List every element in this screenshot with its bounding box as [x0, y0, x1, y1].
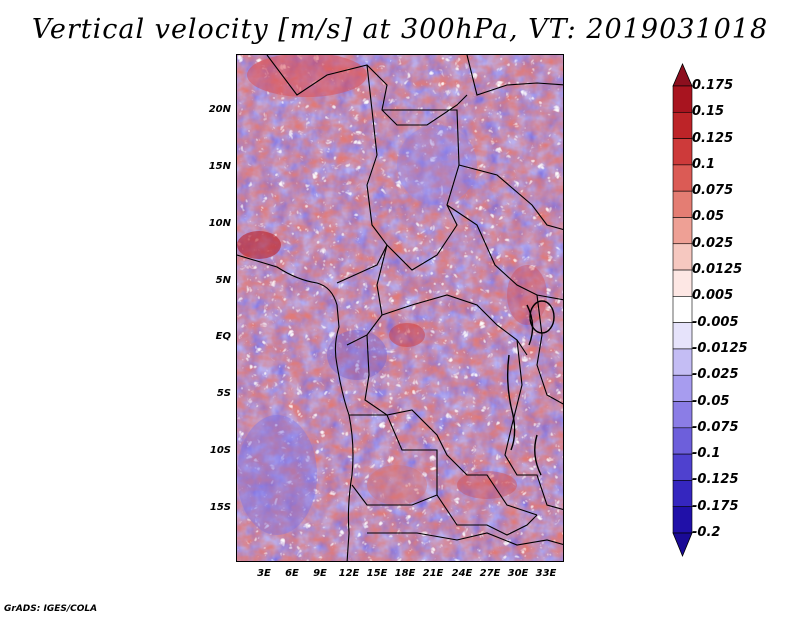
lon-label-3e: 3E: [257, 568, 271, 579]
colorbar-label: 0.175: [692, 78, 734, 93]
colorbar-label: 0.125: [692, 130, 734, 146]
map-title: Vertical velocity [m/s] at 300hPa, VT: 2…: [31, 14, 769, 45]
grads-credit: GrADS: IGES/COLA: [4, 604, 98, 614]
colorbar-segment: [672, 217, 693, 245]
lon-label-15e: 15E: [366, 568, 388, 579]
colorbar-segment: [672, 269, 693, 297]
lon-label-30e: 30E: [507, 568, 529, 579]
colorbar-label: 0.1: [692, 156, 716, 172]
lon-label-21e: 21E: [422, 568, 444, 579]
colorbar-bottom-arrow: [672, 532, 693, 558]
colorbar-segment: [672, 164, 693, 192]
colorbar: [672, 62, 693, 558]
colorbar-label: -0.2: [692, 525, 721, 540]
colorbar-label: -0.175: [692, 498, 739, 514]
lat-label-eq: EQ: [215, 331, 231, 342]
colorbar-label: -0.1: [692, 446, 721, 462]
colorbar-top-arrow: [672, 62, 693, 87]
colorbar-label: -0.05: [692, 393, 730, 409]
colorbar-segment: [672, 322, 693, 350]
colorbar-label: -0.125: [692, 472, 739, 488]
lon-label-12e: 12E: [338, 568, 360, 579]
lat-label-5n: 5N: [215, 275, 231, 286]
lat-label-20n: 20N: [208, 104, 231, 115]
colorbar-segment: [672, 401, 693, 429]
lake-outlines: [506, 300, 555, 476]
colorbar-segment: [672, 190, 693, 218]
lon-label-6e: 6E: [285, 568, 299, 579]
lon-label-27e: 27E: [479, 568, 501, 579]
colorbar-segment: [672, 138, 693, 166]
country-borders: [237, 55, 563, 561]
colorbar-segment: [672, 111, 693, 139]
lon-label-9e: 9E: [313, 568, 327, 579]
colorbar-label: 0.075: [692, 183, 734, 199]
colorbar-segment: [672, 453, 693, 481]
lon-label-18e: 18E: [394, 568, 416, 579]
colorbar-label: -0.025: [692, 367, 739, 383]
lon-label-24e: 24E: [451, 568, 473, 579]
colorbar-label: 0.005: [692, 288, 734, 304]
colorbar-label: -0.075: [692, 419, 739, 435]
colorbar-segment: [672, 243, 693, 271]
colorbar-label: 0.05: [692, 209, 725, 225]
colorbar-segment: [672, 296, 693, 323]
colorbar-segment: [672, 85, 693, 113]
colorbar-segment: [672, 506, 693, 534]
colorbar-segment: [672, 427, 693, 455]
colorbar-segment: [672, 480, 693, 508]
lat-label-15n: 15N: [208, 161, 231, 172]
colorbar-segment: [672, 374, 693, 402]
colorbar-segment: [672, 348, 693, 376]
vertical-velocity-field: [237, 55, 563, 561]
map-panel: [236, 54, 564, 562]
lat-label-15s: 15S: [209, 502, 231, 513]
colorbar-label: -0.0125: [692, 340, 748, 356]
lat-label-10s: 10S: [209, 445, 231, 456]
colorbar-label: 0.025: [692, 235, 734, 251]
lon-label-33e: 33E: [535, 568, 557, 579]
lat-label-5s: 5S: [216, 388, 231, 399]
colorbar-label: 0.0125: [692, 262, 743, 278]
colorbar-label: 0.15: [692, 104, 725, 120]
lat-label-10n: 10N: [208, 218, 231, 229]
colorbar-label: -0.005: [692, 314, 739, 330]
